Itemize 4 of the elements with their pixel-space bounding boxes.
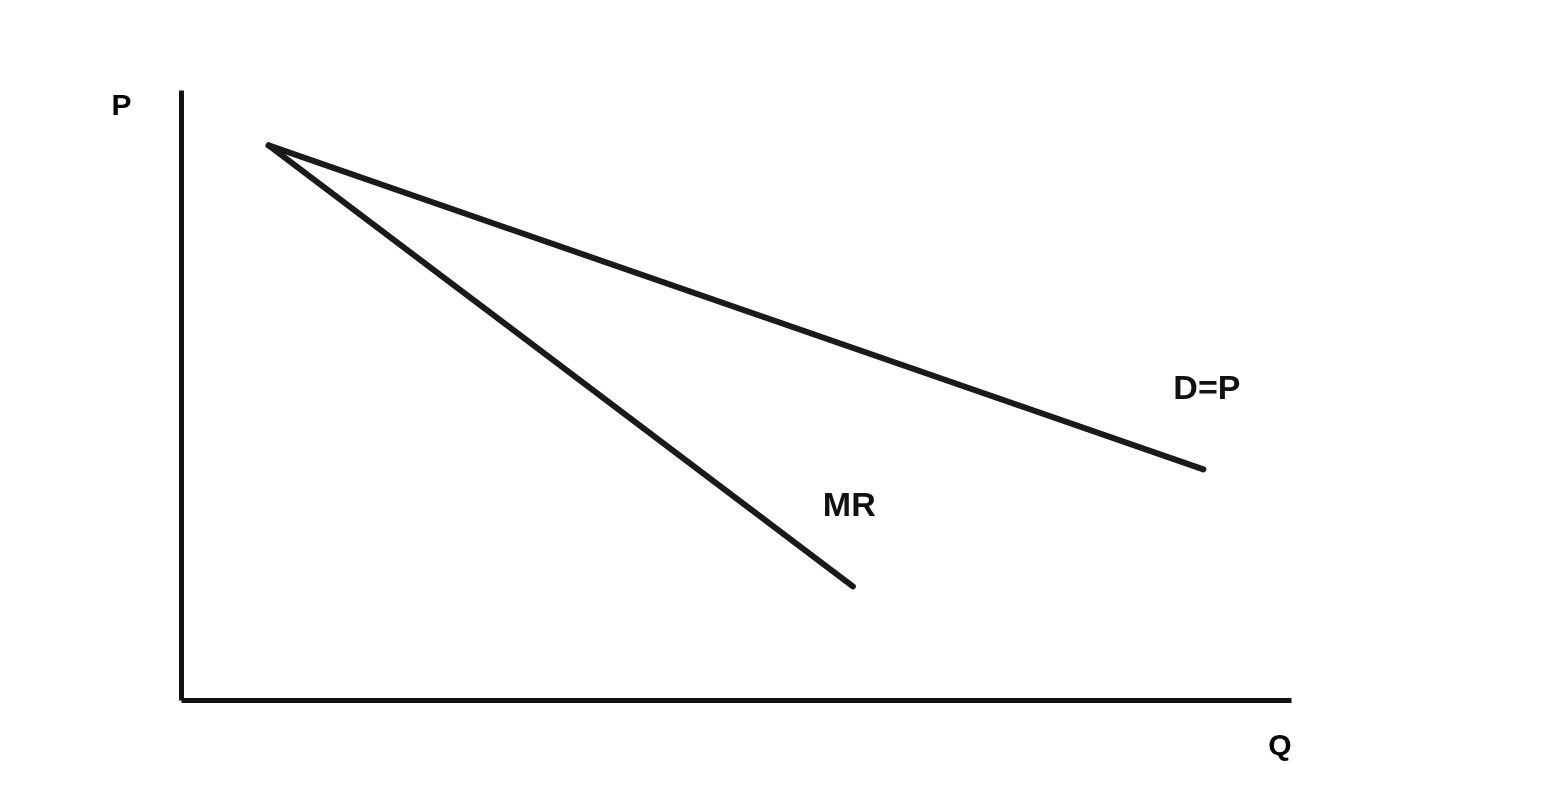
series-label: D=P — [1173, 368, 1241, 407]
y-axis-title: P — [111, 87, 132, 121]
series-label: MR — [822, 485, 876, 524]
x-axis-title: Q — [1268, 727, 1292, 761]
